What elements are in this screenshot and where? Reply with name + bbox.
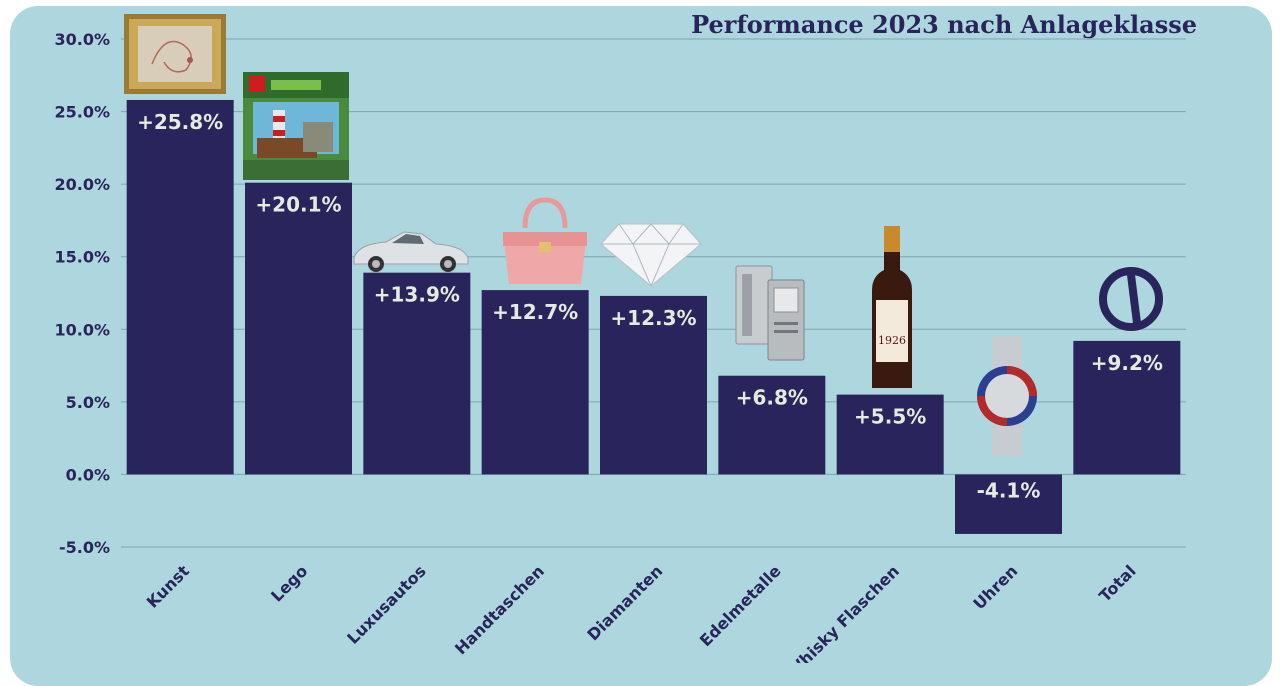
bars bbox=[126, 99, 1181, 534]
x-axis: Kunst Lego Luxusautos Handtaschen Diamanten E… bbox=[143, 561, 1140, 663]
whisky-bottle-icon: 1926 bbox=[872, 226, 912, 388]
lego-set-icon bbox=[243, 72, 349, 180]
x-tick-label: Total bbox=[1095, 561, 1139, 605]
bar-kunst bbox=[126, 99, 234, 475]
y-tick-label: 25.0% bbox=[54, 103, 110, 122]
y-tick-label: -5.0% bbox=[59, 538, 110, 557]
bar-lego bbox=[245, 182, 352, 475]
y-axis: 30.0% 25.0% 20.0% 15.0% 10.0% 5.0% 0.0% -5.0% bbox=[54, 30, 110, 557]
y-tick-label: 30.0% bbox=[54, 30, 110, 49]
bar-chart: Performance 2023 nach Anlageklasse 30.0%… bbox=[54, 10, 1197, 663]
data-label: +6.8% bbox=[736, 386, 808, 410]
framed-painting-icon bbox=[124, 14, 226, 94]
y-tick-label: 10.0% bbox=[54, 320, 110, 339]
x-tick-label: Handtaschen bbox=[451, 561, 548, 658]
data-label: +12.3% bbox=[610, 306, 696, 330]
bar-uhren bbox=[955, 474, 1062, 534]
whisky-label-year: 1926 bbox=[878, 334, 906, 347]
convertible-car-icon bbox=[353, 231, 469, 272]
data-label: +12.7% bbox=[492, 300, 578, 324]
data-label: +25.8% bbox=[137, 110, 223, 134]
wristwatch-icon bbox=[977, 336, 1037, 456]
bar-whisky-flaschen bbox=[836, 394, 944, 475]
bar-total bbox=[1073, 340, 1181, 475]
diamond-icon bbox=[600, 223, 702, 287]
handbag-icon bbox=[503, 197, 587, 284]
x-tick-label: Diamanten bbox=[583, 561, 666, 644]
precious-metal-bars-icon bbox=[735, 265, 805, 361]
x-tick-label: Kunst bbox=[143, 561, 194, 612]
x-tick-label: Whisky Flaschen bbox=[783, 561, 903, 663]
x-tick-label: Luxusautos bbox=[343, 561, 429, 647]
data-label: -4.1% bbox=[977, 478, 1041, 502]
y-tick-label: 20.0% bbox=[54, 175, 110, 194]
y-tick-label: 0.0% bbox=[66, 465, 110, 484]
data-labels: +25.8% +20.1% +13.9% +12.7% +12.3% +6.8% +5.5%… bbox=[137, 110, 1163, 502]
x-tick-label: Edelmetalle bbox=[696, 561, 785, 650]
chart-title: Performance 2023 nach Anlageklasse bbox=[691, 10, 1197, 39]
bar-handtaschen bbox=[481, 290, 589, 475]
y-tick-label: 5.0% bbox=[66, 393, 110, 412]
bar-edelmetalle bbox=[718, 375, 826, 475]
data-label: +9.2% bbox=[1091, 351, 1163, 375]
y-tick-label: 15.0% bbox=[54, 248, 110, 267]
data-label: +13.9% bbox=[374, 283, 460, 307]
data-label: +5.5% bbox=[854, 405, 926, 429]
bar-luxusautos bbox=[363, 272, 471, 475]
bar-diamanten bbox=[600, 295, 707, 475]
data-label: +20.1% bbox=[255, 193, 341, 217]
logo-icon bbox=[1099, 267, 1163, 331]
x-tick-label: Lego bbox=[267, 561, 311, 605]
x-tick-label: Uhren bbox=[969, 561, 1021, 613]
